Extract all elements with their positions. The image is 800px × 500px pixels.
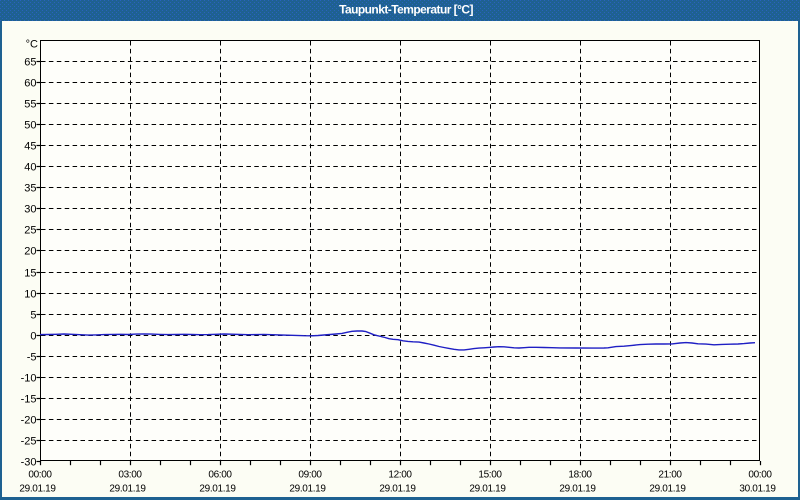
svg-text:29.01.19: 29.01.19 bbox=[379, 484, 416, 495]
svg-text:55: 55 bbox=[24, 98, 36, 110]
svg-text:30: 30 bbox=[24, 203, 36, 215]
svg-text:15: 15 bbox=[24, 267, 36, 279]
svg-text:06:00: 06:00 bbox=[208, 470, 232, 481]
svg-text:00:00: 00:00 bbox=[748, 470, 772, 481]
svg-text:21:00: 21:00 bbox=[658, 470, 682, 481]
svg-text:20: 20 bbox=[24, 245, 36, 257]
svg-text:-25: -25 bbox=[21, 435, 37, 447]
svg-text:65: 65 bbox=[24, 56, 36, 68]
svg-text:-5: -5 bbox=[27, 351, 37, 363]
svg-text:18:00: 18:00 bbox=[568, 470, 592, 481]
svg-text:29.01.19: 29.01.19 bbox=[109, 484, 146, 495]
svg-text:15:00: 15:00 bbox=[478, 470, 502, 481]
svg-text:°C: °C bbox=[26, 39, 38, 51]
svg-text:10: 10 bbox=[24, 288, 36, 300]
svg-text:29.01.19: 29.01.19 bbox=[559, 484, 596, 495]
svg-text:50: 50 bbox=[24, 119, 36, 131]
svg-text:Taupunkt-Temperatur [°C]: Taupunkt-Temperatur [°C] bbox=[339, 3, 473, 17]
svg-text:25: 25 bbox=[24, 224, 36, 236]
svg-text:00:00: 00:00 bbox=[28, 470, 52, 481]
svg-text:03:00: 03:00 bbox=[118, 470, 142, 481]
svg-text:-10: -10 bbox=[21, 372, 37, 384]
svg-text:29.01.19: 29.01.19 bbox=[289, 484, 326, 495]
svg-text:5: 5 bbox=[30, 309, 36, 321]
svg-text:29.01.19: 29.01.19 bbox=[649, 484, 686, 495]
svg-text:0: 0 bbox=[30, 330, 36, 342]
svg-text:12:00: 12:00 bbox=[388, 470, 412, 481]
svg-text:-20: -20 bbox=[21, 414, 37, 426]
svg-text:35: 35 bbox=[24, 182, 36, 194]
svg-text:40: 40 bbox=[24, 161, 36, 173]
svg-text:29.01.19: 29.01.19 bbox=[19, 484, 56, 495]
svg-text:29.01.19: 29.01.19 bbox=[199, 484, 236, 495]
svg-text:-15: -15 bbox=[21, 393, 37, 405]
svg-text:30.01.19: 30.01.19 bbox=[739, 484, 776, 495]
svg-text:45: 45 bbox=[24, 140, 36, 152]
svg-text:60: 60 bbox=[24, 77, 36, 89]
svg-text:29.01.19: 29.01.19 bbox=[469, 484, 506, 495]
svg-text:09:00: 09:00 bbox=[298, 470, 322, 481]
svg-text:-30: -30 bbox=[21, 456, 37, 468]
